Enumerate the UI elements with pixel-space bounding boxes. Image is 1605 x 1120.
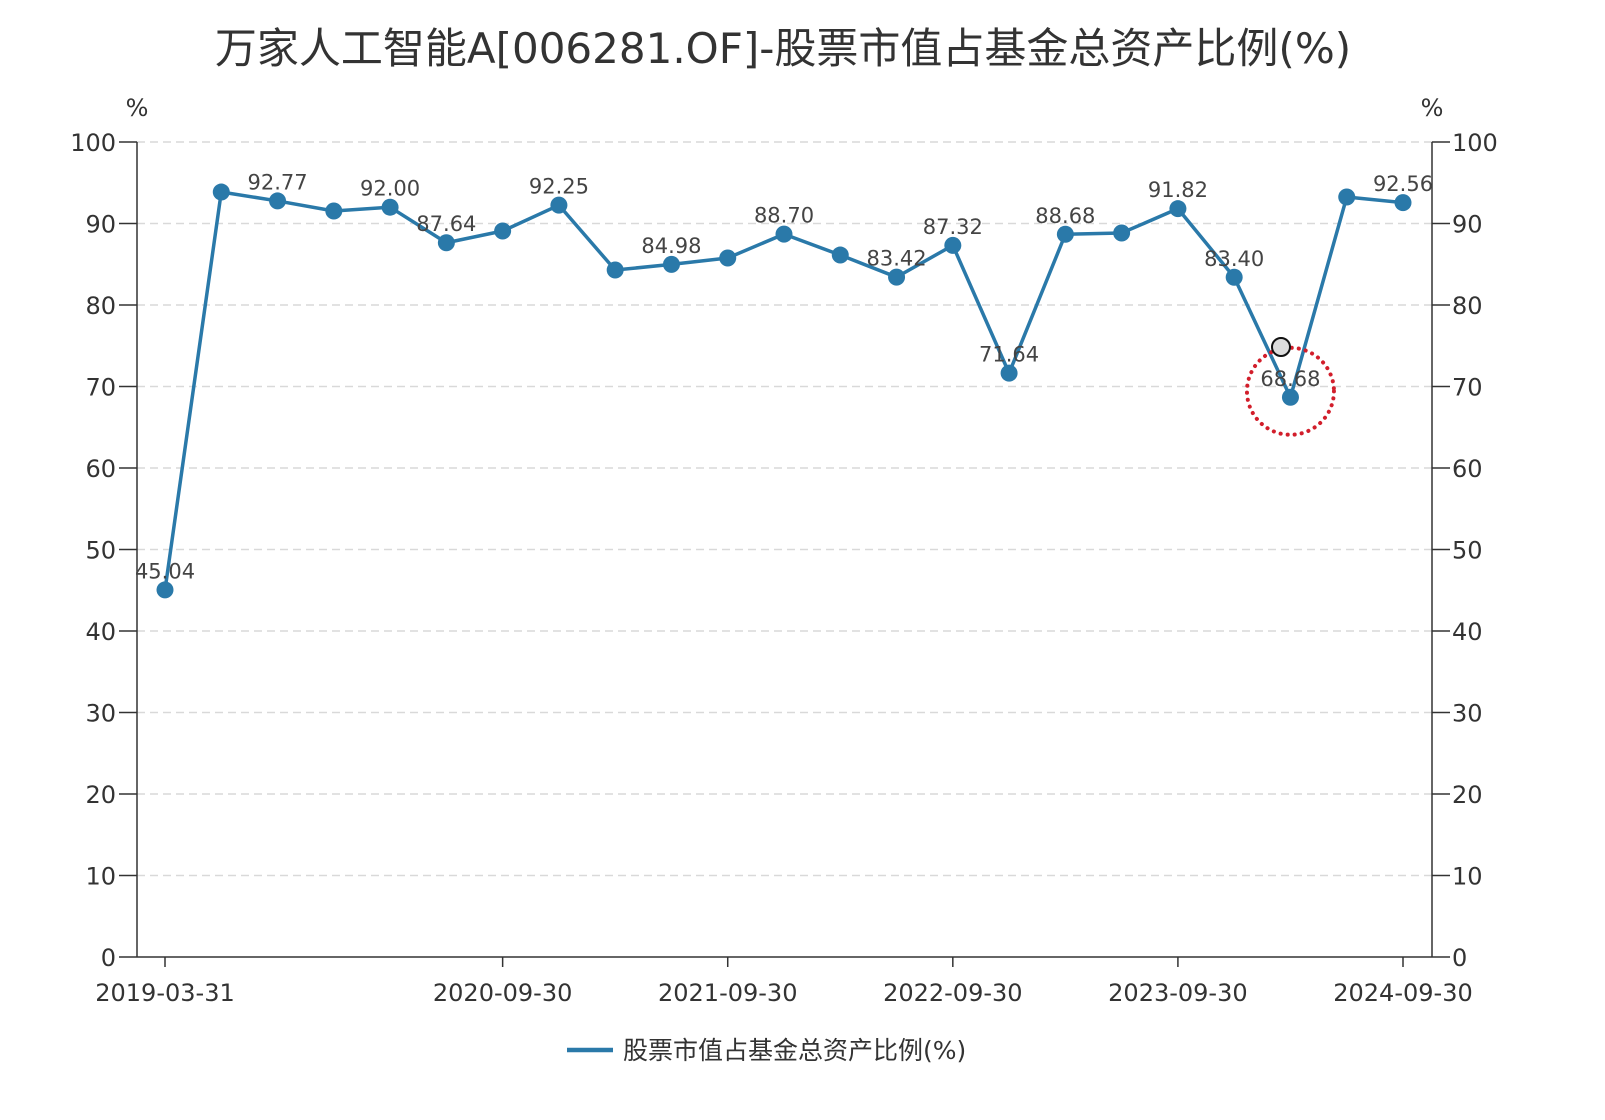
right-y-tick-label: 0 xyxy=(1452,944,1467,972)
right-y-axis-unit: % xyxy=(1421,94,1444,122)
data-point[interactable] xyxy=(1113,224,1131,242)
data-point[interactable] xyxy=(662,255,680,273)
left-y-tick-label: 70 xyxy=(85,374,116,402)
x-tick-label: 2019-03-31 xyxy=(95,979,234,1007)
right-y-tick-label: 10 xyxy=(1452,863,1483,891)
data-label: 88.70 xyxy=(754,204,814,228)
data-label: 92.25 xyxy=(529,175,589,199)
right-y-tick-label: 20 xyxy=(1452,781,1483,809)
right-y-tick-label: 30 xyxy=(1452,700,1483,728)
left-y-tick-label: 20 xyxy=(85,781,116,809)
right-y-tick-label: 60 xyxy=(1452,455,1483,483)
data-point[interactable] xyxy=(1056,225,1074,243)
data-point[interactable] xyxy=(437,234,455,252)
x-tick-label: 2020-09-30 xyxy=(433,979,572,1007)
left-y-tick-label: 90 xyxy=(85,211,116,239)
data-point[interactable] xyxy=(212,183,230,201)
data-label: 87.32 xyxy=(923,215,983,239)
data-point[interactable] xyxy=(381,198,399,216)
data-label: 87.64 xyxy=(416,212,476,236)
data-point[interactable] xyxy=(944,236,962,254)
data-point[interactable] xyxy=(888,268,906,286)
grid-lines xyxy=(137,141,1432,877)
data-point[interactable] xyxy=(719,249,737,267)
data-label: 92.77 xyxy=(247,170,307,194)
right-y-tick-label: 50 xyxy=(1452,537,1483,565)
data-point[interactable] xyxy=(831,246,849,264)
left-y-tick-label: 100 xyxy=(70,129,116,157)
data-label: 92.56 xyxy=(1373,172,1433,196)
data-point[interactable] xyxy=(325,202,343,220)
data-point[interactable] xyxy=(156,581,174,599)
data-point[interactable] xyxy=(1169,200,1187,218)
right-y-tick-label: 40 xyxy=(1452,618,1483,646)
mouse-cursor-marker xyxy=(1271,337,1291,357)
data-label: 84.98 xyxy=(641,234,701,258)
data-label: 45.04 xyxy=(135,559,195,583)
data-point[interactable] xyxy=(1000,364,1018,382)
data-point[interactable] xyxy=(494,222,512,240)
data-point[interactable] xyxy=(550,196,568,214)
data-point[interactable] xyxy=(606,261,624,279)
right-y-axis: 0 10 20 30 40 50 60 70 80 90 100 xyxy=(1432,129,1498,972)
right-y-tick-label: 80 xyxy=(1452,292,1483,320)
left-y-axis: 0 10 20 30 40 50 60 70 80 90 100 xyxy=(70,129,137,972)
data-label: 92.00 xyxy=(360,177,420,201)
right-y-tick-label: 90 xyxy=(1452,211,1483,239)
data-label: 71.64 xyxy=(979,343,1039,367)
data-point[interactable] xyxy=(1225,268,1243,286)
left-y-tick-label: 50 xyxy=(85,537,116,565)
data-label: 91.82 xyxy=(1148,178,1208,202)
data-label: 88.68 xyxy=(1035,204,1095,228)
data-point[interactable] xyxy=(775,225,793,243)
legend-label: 股票市值占基金总资产比例(%) xyxy=(623,1036,966,1065)
left-y-axis-unit: % xyxy=(126,94,149,122)
x-tick-label: 2024-09-30 xyxy=(1333,979,1472,1007)
data-label: 68.68 xyxy=(1260,367,1320,391)
data-point[interactable] xyxy=(269,192,287,210)
left-y-tick-label: 60 xyxy=(85,455,116,483)
data-point[interactable] xyxy=(1338,188,1356,206)
data-point[interactable] xyxy=(1394,194,1412,212)
left-y-tick-label: 30 xyxy=(85,700,116,728)
x-tick-label: 2022-09-30 xyxy=(883,979,1022,1007)
data-label: 83.40 xyxy=(1204,247,1264,271)
right-y-tick-label: 100 xyxy=(1452,129,1498,157)
right-y-tick-label: 70 xyxy=(1452,374,1483,402)
data-label: 83.42 xyxy=(866,247,926,271)
x-tick-label: 2023-09-30 xyxy=(1108,979,1247,1007)
chart-title: 万家人工智能A[006281.OF]-股票市值占基金总资产比例(%) xyxy=(215,24,1351,73)
x-axis: 2019-03-31 2020-09-30 2021-09-30 2022-09-30… xyxy=(95,957,1473,1007)
legend-item[interactable]: 股票市值占基金总资产比例(%) xyxy=(567,1036,966,1065)
series-layer xyxy=(156,183,1412,599)
left-y-tick-label: 10 xyxy=(85,863,116,891)
left-y-tick-label: 40 xyxy=(85,618,116,646)
data-labels: 45.04 92.77 92.00 87.64 92.25 84.98 88.70 83.42… xyxy=(135,170,1433,583)
left-y-tick-label: 0 xyxy=(101,944,116,972)
left-y-tick-label: 80 xyxy=(85,292,116,320)
data-point[interactable] xyxy=(1281,388,1299,406)
x-tick-label: 2021-09-30 xyxy=(658,979,797,1007)
